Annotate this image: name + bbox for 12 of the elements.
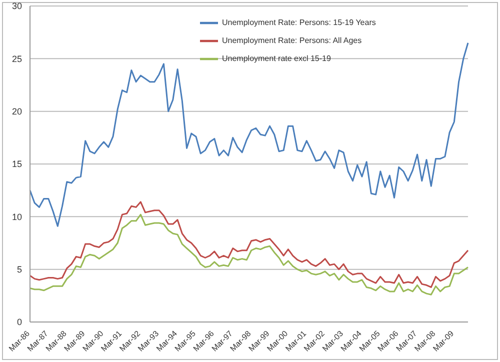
legend-label: Unemployment Rate: Persons: 15-19 Years: [222, 18, 376, 28]
y-tick-label: 20: [12, 106, 22, 117]
legend-label: Unemployment rate excl 15-19: [222, 54, 331, 64]
y-tick-label: 25: [12, 54, 22, 64]
line-series: [29, 201, 469, 288]
y-tick-label: 15: [12, 159, 22, 170]
legend-label: Unemployment Rate: Persons: All Ages: [222, 36, 362, 46]
line-series: [29, 214, 469, 296]
y-tick-label: 0: [16, 317, 22, 328]
y-tick-label: 30: [12, 1, 22, 12]
y-tick-label: 10: [12, 212, 22, 222]
y-tick-label: 5: [16, 264, 22, 275]
